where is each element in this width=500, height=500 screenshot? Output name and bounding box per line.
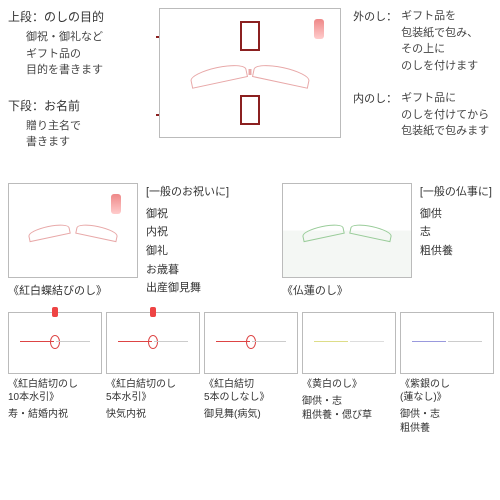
noshi-buddhist xyxy=(282,183,412,278)
inner-desc: ギフト品に のしを付けてから 包装紙で包みます xyxy=(397,90,489,140)
noshi-ornament-icon xyxy=(111,194,121,214)
celebration-header: [一般のお祝いに] xyxy=(146,183,229,199)
noshi-item: 《紅白結切のし 10本水引》 寿・結婚内祝 xyxy=(8,312,102,436)
marker-box xyxy=(240,21,260,51)
noshi-item: 《黄白のし》 御供・志 粗供養・偲び草 xyxy=(302,312,396,436)
item-label: 《紅白結切のし 10本水引》 xyxy=(8,378,102,404)
tag-icon xyxy=(150,307,156,317)
item-desc: 寿・結婚内祝 xyxy=(8,408,102,422)
knot-icon xyxy=(118,331,188,355)
marker-box xyxy=(240,95,260,125)
upper-title: 上段：のしの目的 xyxy=(8,8,151,25)
item-label: 《紅白結切のし 5本水引》 xyxy=(106,378,200,404)
bow-icon xyxy=(302,218,392,242)
knot-icon xyxy=(216,331,286,355)
item-desc: 御供・志 粗供養・偲び草 xyxy=(302,395,396,423)
lower-desc: 贈り主名で 書きます xyxy=(8,118,151,151)
bow-icon xyxy=(190,53,310,93)
item-label: 《黄白のし》 xyxy=(302,378,396,391)
bottom-section: 《紅白結切のし 10本水引》 寿・結婚内祝 《紅白結切のし 5本水引》 快気内祝… xyxy=(8,312,492,436)
inner-title: 内のし： xyxy=(353,90,397,140)
left-labels: 上段：のしの目的 御祝・御礼など ギフト品の 目的を書きます 下段：お名前 贈り… xyxy=(8,8,151,169)
item-desc: 御供・志 粗供養 xyxy=(400,408,494,436)
item-label: 《紫銀のし (蓮なし)》 xyxy=(400,378,494,404)
noshi-item: 《紅白結切 5本のしなし》 御見舞(病気) xyxy=(204,312,298,436)
item-desc: 快気内祝 xyxy=(106,408,200,422)
tag-icon xyxy=(52,307,58,317)
outer-desc: ギフト品を 包装紙で包み、 その上に のしを付けます xyxy=(397,8,478,74)
outer-title: 外のし： xyxy=(353,8,397,74)
noshi-celebration xyxy=(8,183,138,278)
celebration-list: 御祝 内祝 御礼 お歳暮 出産御見舞 xyxy=(146,205,229,298)
noshi-item: 《紅白結切のし 5本水引》 快気内祝 xyxy=(106,312,200,436)
item-label: 《紅白結切 5本のしなし》 xyxy=(204,378,298,404)
right-labels: 外のし： ギフト品を 包装紙で包み、 その上に のしを付けます 内のし： ギフト… xyxy=(349,8,492,169)
noshi-main-diagram xyxy=(159,8,341,138)
bow-icon xyxy=(28,218,118,242)
buddhist-list: 御供 志 粗供養 xyxy=(420,205,492,261)
celebration-label: 《紅白蝶結びのし》 xyxy=(8,282,138,298)
noshi-ornament-icon xyxy=(314,19,324,39)
buddhist-label: 《仏蓮のし》 xyxy=(282,282,412,298)
upper-desc: 御祝・御礼など ギフト品の 目的を書きます xyxy=(8,29,151,79)
knot-icon xyxy=(412,331,482,355)
middle-section: 《紅白蝶結びのし》 [一般のお祝いに] 御祝 内祝 御礼 お歳暮 出産御見舞 《… xyxy=(8,183,492,298)
lower-title: 下段：お名前 xyxy=(8,97,151,114)
noshi-item: 《紫銀のし (蓮なし)》 御供・志 粗供養 xyxy=(400,312,494,436)
knot-icon xyxy=(20,331,90,355)
knot-icon xyxy=(314,331,384,355)
item-desc: 御見舞(病気) xyxy=(204,408,298,422)
top-section: 上段：のしの目的 御祝・御礼など ギフト品の 目的を書きます 下段：お名前 贈り… xyxy=(8,8,492,169)
buddhist-header: [一般の仏事に] xyxy=(420,183,492,199)
